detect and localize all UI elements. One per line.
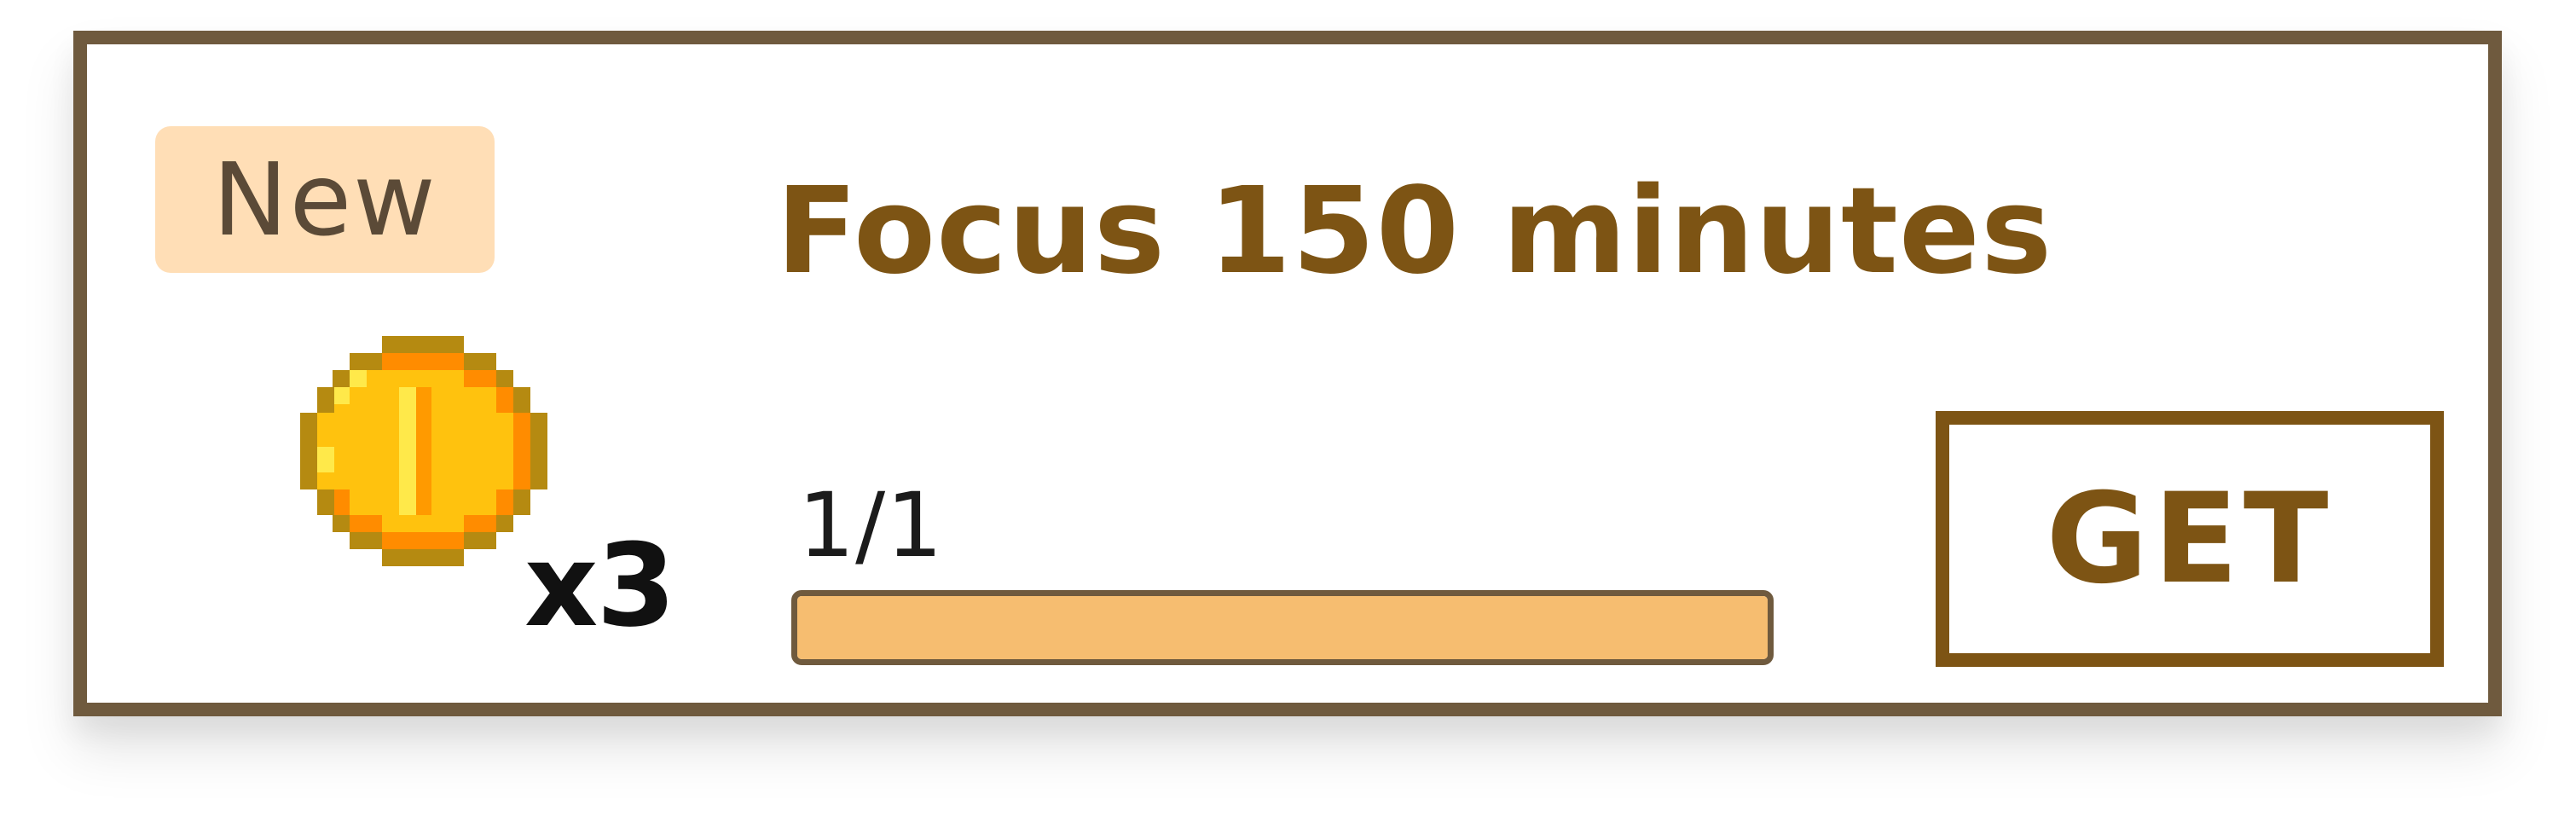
get-button-label: GET (2046, 466, 2334, 611)
progress-bar (791, 590, 1774, 665)
new-badge: New (155, 126, 495, 273)
get-reward-button[interactable]: GET (1936, 411, 2444, 667)
task-card: New (73, 31, 2502, 716)
progress-bar-fill (797, 596, 1768, 659)
task-title: Focus 150 minutes (776, 162, 2053, 301)
progress-label: 1/1 (798, 473, 944, 577)
reward-count: x3 (524, 519, 676, 652)
new-badge-label: New (212, 141, 437, 258)
gold-coin-icon (300, 336, 547, 566)
